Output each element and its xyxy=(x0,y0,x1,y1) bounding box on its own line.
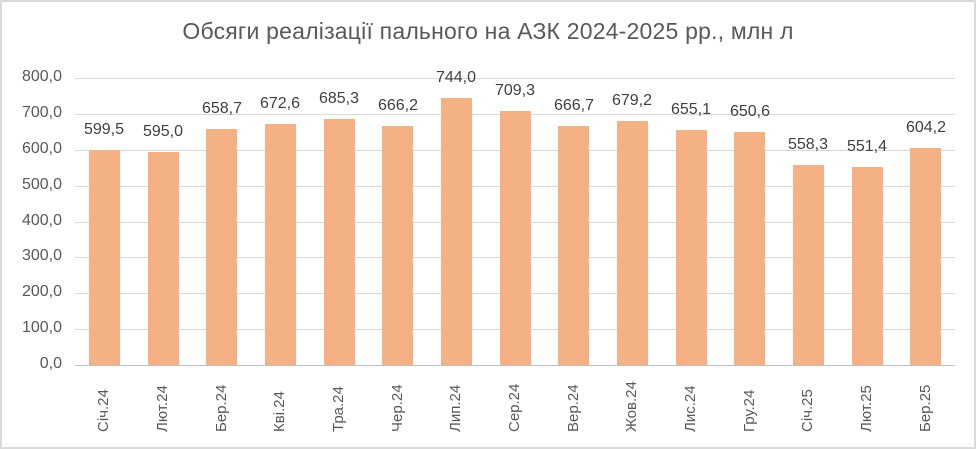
y-tick-label: 200,0 xyxy=(21,283,62,300)
bar[interactable] xyxy=(89,150,120,365)
bar[interactable] xyxy=(148,152,179,365)
bar[interactable] xyxy=(558,126,589,365)
x-tick-label: Чер.24 xyxy=(389,384,406,432)
y-tick-label: 0,0 xyxy=(39,355,62,372)
bar[interactable] xyxy=(910,148,941,365)
y-tick-label: 700,0 xyxy=(21,104,62,121)
y-tick-label: 500,0 xyxy=(21,176,62,193)
x-tick-label: Січ.24 xyxy=(95,389,112,432)
bar[interactable] xyxy=(734,132,765,365)
y-tick-label: 400,0 xyxy=(21,212,62,229)
data-label: 558,3 xyxy=(787,136,829,153)
x-tick-label: Лис.24 xyxy=(682,385,699,432)
x-tick-label: Лют.24 xyxy=(154,385,171,432)
y-tick-label: 100,0 xyxy=(21,319,62,336)
bar[interactable] xyxy=(382,126,413,365)
data-label: 679,2 xyxy=(611,92,653,109)
bar[interactable] xyxy=(441,98,472,365)
x-tick-label: Лип.24 xyxy=(447,384,464,432)
x-tick-label: Лют.25 xyxy=(858,385,875,432)
data-label: 595,0 xyxy=(142,123,184,140)
data-label: 709,3 xyxy=(494,82,536,99)
bar[interactable] xyxy=(324,119,355,365)
bar[interactable] xyxy=(676,130,707,365)
x-axis-line xyxy=(75,365,955,366)
data-label: 685,3 xyxy=(318,90,360,107)
data-label: 666,7 xyxy=(553,97,595,114)
bar[interactable] xyxy=(500,111,531,365)
bar[interactable] xyxy=(206,129,237,365)
data-label: 650,6 xyxy=(729,103,771,120)
x-tick-label: Сер.24 xyxy=(506,383,523,432)
x-tick-label: Бер.24 xyxy=(213,384,230,432)
data-label: 655,1 xyxy=(670,101,712,118)
x-tick-label: Тра.24 xyxy=(330,386,347,432)
bar[interactable] xyxy=(793,165,824,365)
x-tick-label: Кві.24 xyxy=(271,391,288,432)
y-tick-label: 600,0 xyxy=(21,140,62,157)
chart-title: Обсяги реалізації пального на АЗК 2024-2… xyxy=(182,18,794,44)
x-tick-label: Жов.24 xyxy=(623,381,640,432)
data-label: 744,0 xyxy=(435,69,477,86)
data-label: 604,2 xyxy=(905,119,947,136)
data-label: 672,6 xyxy=(259,95,301,112)
data-label: 658,7 xyxy=(201,100,243,117)
x-tick-label: Вер.24 xyxy=(565,384,582,432)
bar[interactable] xyxy=(617,121,648,365)
y-tick-label: 800,0 xyxy=(21,68,62,85)
bar[interactable] xyxy=(852,167,883,365)
x-tick-label: Січ.25 xyxy=(799,389,816,432)
data-label: 599,5 xyxy=(83,121,125,138)
y-tick-label: 300,0 xyxy=(21,247,62,264)
data-label: 551,4 xyxy=(846,138,888,155)
bar[interactable] xyxy=(265,124,296,365)
x-tick-label: Гру.24 xyxy=(741,389,758,432)
x-tick-label: Бер.25 xyxy=(917,384,934,432)
gridline xyxy=(75,78,955,79)
data-label: 666,2 xyxy=(377,97,419,114)
